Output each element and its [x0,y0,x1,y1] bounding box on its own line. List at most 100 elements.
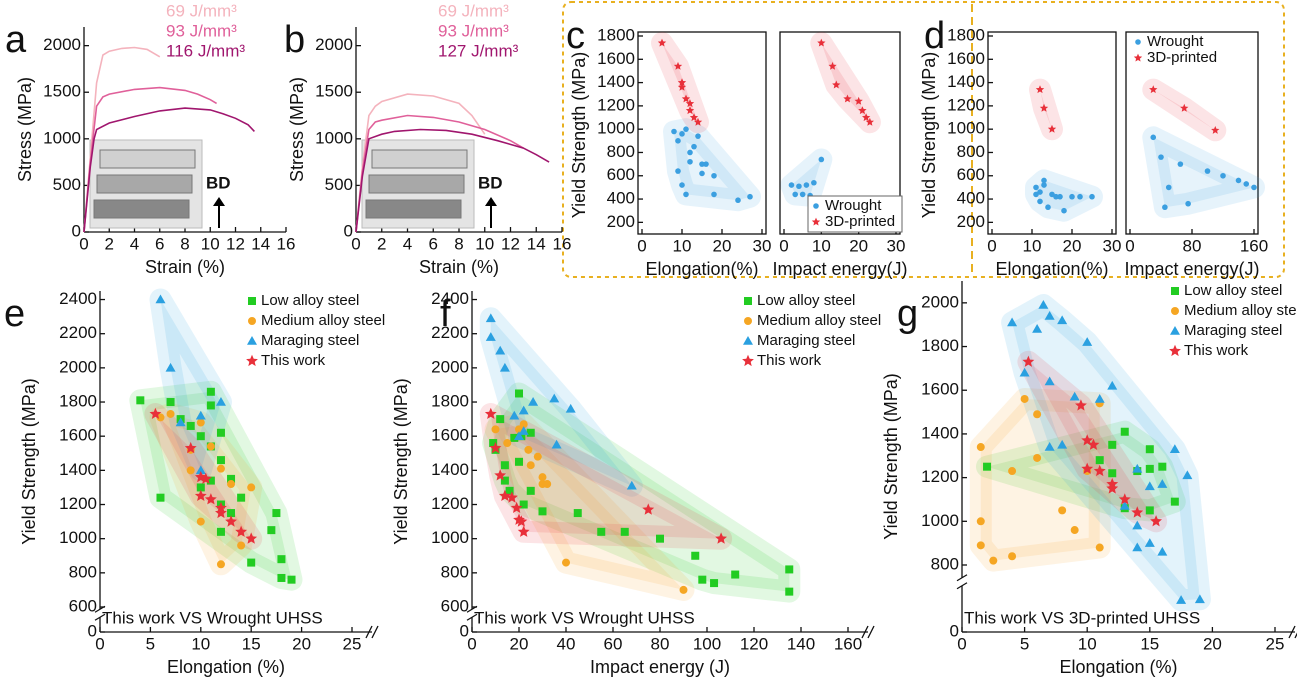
x-tick-label: 12 [226,234,245,253]
marker-circle [711,173,717,179]
x-tick-label: 100 [693,634,721,653]
legend-label: Medium alloy steel [261,312,385,329]
marker-triangle [743,336,753,345]
x-tick-label: 16 [553,234,572,253]
y-tick-label: 800 [931,554,959,573]
x-tick-label: 16 [277,234,296,253]
marker-circle [691,144,697,150]
marker-square [248,297,256,305]
y-tick-label: 600 [441,596,469,615]
axis-break [868,626,874,638]
y-tick-label: 1200 [921,467,959,486]
y-tick-label: 1800 [597,25,635,44]
y-tick-label: 800 [69,562,97,581]
chart-panel: 080160Impact energy(J)Wrought3D-printed [1124,32,1268,279]
marker-square [501,461,509,469]
x-axis-label: Elongation (%) [1059,657,1177,677]
marker-square [785,565,793,573]
chart-panel: 02468101214160500100015002000Strain (%)S… [284,1,571,276]
marker-circle [699,171,705,177]
marker-circle [1045,204,1051,210]
inset-sample [97,175,192,193]
y-tick-label: 800 [441,562,469,581]
x-tick-label: 10 [812,236,831,255]
marker-circle [1166,185,1172,191]
marker-circle [207,442,215,450]
marker-square [277,574,285,582]
marker-circle [539,473,547,481]
marker-square [710,579,718,587]
x-tick-label: 40 [557,634,576,653]
x-tick-label: 0 [987,236,996,255]
x-tick-label: 60 [604,634,623,653]
marker-circle [247,483,255,491]
x-axis-label: Elongation(%) [645,259,758,279]
marker-circle [1171,307,1179,315]
marker-circle [989,557,997,565]
x-tick-label: 80 [651,634,670,653]
marker-circle [503,439,511,447]
marker-star [246,355,258,366]
x-tick-label: 20 [1203,634,1222,653]
y-tick-label: 1800 [59,392,97,411]
marker-circle [1135,39,1141,45]
y-tick-label: 2400 [59,289,97,308]
y-tick-label: 400 [957,189,985,208]
marker-square [207,401,215,409]
y-tick-label: 1400 [431,460,469,479]
marker-square [698,576,706,584]
y-tick-label: 2000 [315,35,353,54]
x-tick-label: 15 [242,634,261,653]
y-tick-label: 800 [607,142,635,161]
x-tick-label: 6 [429,234,438,253]
marker-triangle [247,336,257,345]
marker-circle [811,180,817,186]
marker-circle [187,466,195,474]
marker-circle [1158,154,1164,160]
x-tick-label: 0 [779,236,788,255]
marker-circle [197,419,205,427]
marker-circle [543,480,551,488]
marker-circle [819,157,825,163]
y-axis-label: Stress (MPa) [15,77,35,182]
x-tick-label: 10 [475,234,494,253]
x-tick-label: 30 [753,236,772,255]
marker-circle [1061,208,1067,214]
panel-label: b [284,19,305,61]
inset-sample [372,150,467,168]
axis-break [372,626,378,638]
marker-circle [1071,526,1079,534]
y-axis-label: Yield Strength (MPa) [391,378,411,544]
marker-circle [237,542,245,550]
y-tick-label: 1000 [947,119,985,138]
legend-label: Maraging steel [1184,322,1282,339]
marker-circle [492,425,500,433]
x-tick-label: 10 [673,236,692,255]
legend-label: Maraging steel [261,332,359,349]
marker-circle [217,465,225,473]
y-axis-label: Yield Strength (MPa) [569,52,589,218]
y-tick-label: 1000 [431,528,469,547]
marker-square [1108,469,1116,477]
marker-square [1146,465,1154,473]
marker-circle [1053,194,1059,200]
marker-circle [683,192,689,198]
marker-square [691,552,699,560]
marker-triangle [1170,326,1180,335]
panel-label: c [566,15,585,57]
legend-label: Wrought [1147,33,1204,50]
chart-panel: 02468101214160500100015002000Strain (%)S… [5,1,295,276]
marker-circle [227,480,235,488]
annotation: This work VS 3D-printed UHSS [964,608,1200,627]
legend-label: 127 J/mm³ [438,41,519,60]
x-tick-label: 0 [1125,236,1134,255]
y-tick-label: 1400 [921,423,959,442]
marker-circle [1205,168,1211,174]
y-tick-label: 1400 [59,460,97,479]
marker-square [1171,287,1179,295]
y-tick-label: 1600 [947,49,985,68]
x-tick-label: 4 [130,234,139,253]
marker-circle [167,410,175,418]
y-tick-label: 2200 [59,323,97,342]
marker-square [1108,441,1116,449]
